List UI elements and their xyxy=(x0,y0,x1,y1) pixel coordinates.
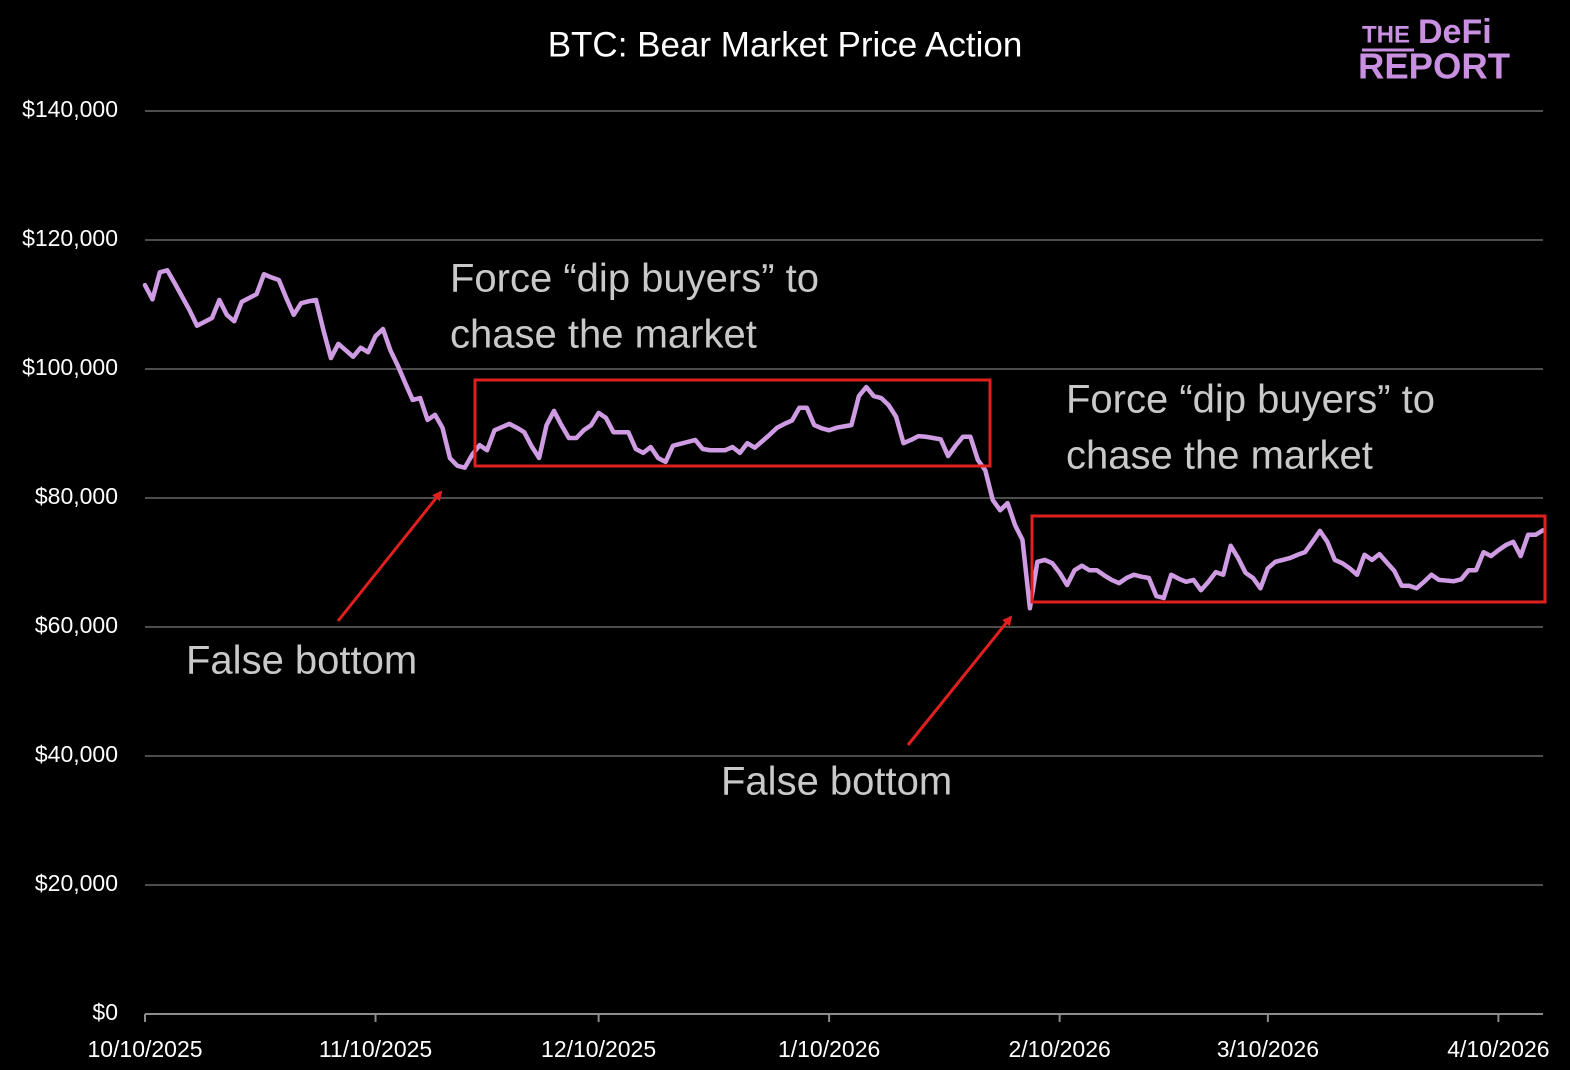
x-tick-label: 11/10/2025 xyxy=(319,1036,432,1062)
x-tick-label: 1/10/2026 xyxy=(778,1036,880,1062)
logo: THE DeFi REPORT xyxy=(1358,13,1510,87)
chart-title: BTC: Bear Market Price Action xyxy=(548,25,1023,64)
y-tick-label: $140,000 xyxy=(22,96,118,122)
x-tick-label: 3/10/2026 xyxy=(1217,1036,1319,1062)
arrow xyxy=(906,615,1013,746)
price-line xyxy=(142,268,1546,611)
plot-area: $0 $20,000 $40,000 $60,000 $80,000 $100,000 $1… xyxy=(22,96,1549,1062)
y-tick-label: $20,000 xyxy=(35,870,118,896)
y-tick-label: $120,000 xyxy=(22,225,118,251)
highlight-box xyxy=(1030,514,1547,604)
y-tick-label: $60,000 xyxy=(35,612,118,638)
arrow xyxy=(336,490,443,622)
annotation: chase the market xyxy=(1066,434,1373,478)
y-tick-label: $40,000 xyxy=(35,741,118,767)
annotation: Force “dip buyers” to xyxy=(1066,378,1435,422)
y-tick-label: $80,000 xyxy=(35,483,118,509)
x-tick-label: 4/10/2026 xyxy=(1447,1036,1549,1062)
annotation: False bottom xyxy=(186,639,417,683)
annotation: Force “dip buyers” to xyxy=(450,257,819,301)
annotation: False bottom xyxy=(721,760,952,804)
y-tick-label: $0 xyxy=(92,999,118,1025)
logo-text: DeFi xyxy=(1418,13,1492,51)
x-tick-label: 12/10/2025 xyxy=(541,1036,656,1062)
logo-text: REPORT xyxy=(1358,46,1510,87)
logo-text: THE xyxy=(1362,21,1410,48)
highlight-box xyxy=(473,378,992,468)
x-tick-label: 2/10/2026 xyxy=(1008,1036,1110,1062)
y-tick-label: $100,000 xyxy=(22,354,118,380)
x-tick-label: 10/10/2025 xyxy=(87,1036,202,1062)
annotation: chase the market xyxy=(450,313,757,357)
